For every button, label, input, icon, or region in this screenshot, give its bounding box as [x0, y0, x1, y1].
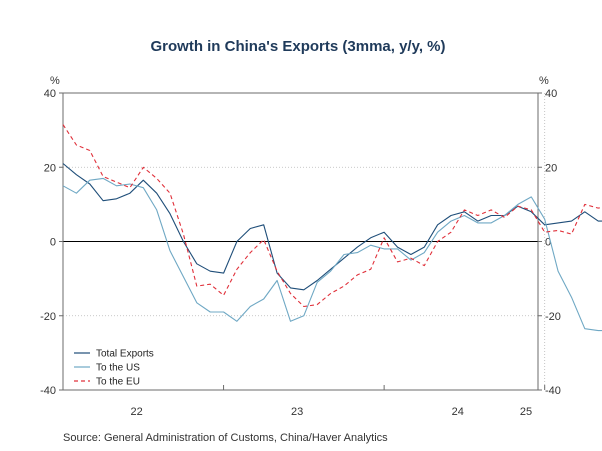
x-tick-label-23: 23 — [291, 406, 303, 418]
axis-layer: -40 -40 -20 -20 0 0 20 20 40 40 22 23 24 25 — [40, 88, 561, 418]
right-axis-unit: % — [539, 75, 549, 87]
series-line-to-the-eu — [62, 124, 602, 308]
series-line-to-the-us — [62, 177, 602, 332]
legend-label-total-exports: Total Exports — [96, 349, 154, 360]
right-tick-label-1: -20 — [545, 311, 561, 323]
series-layer — [62, 124, 602, 332]
legend-label-to-the-eu: To the EU — [96, 377, 140, 388]
right-tick-label-0: -40 — [545, 385, 561, 397]
x-tick-label-24: 24 — [452, 406, 464, 418]
right-tick-label-2: 0 — [545, 237, 551, 249]
left-tick-label-2: 0 — [50, 237, 56, 249]
x-tick-label-25: 25 — [520, 406, 532, 418]
left-tick-label-3: 20 — [44, 162, 56, 174]
right-tick-label-4: 40 — [545, 88, 557, 100]
series-line-total-exports — [62, 163, 602, 291]
chart-title: Growth in China's Exports (3mma, y/y, %) — [150, 38, 445, 55]
left-axis-unit: % — [50, 75, 60, 87]
grid-layer — [63, 93, 546, 390]
left-tick-label-0: -40 — [40, 385, 56, 397]
left-tick-label-1: -20 — [40, 311, 56, 323]
left-tick-label-4: 40 — [44, 88, 56, 100]
legend-label-to-the-us: To the US — [96, 363, 140, 374]
legend: Total Exports To the US To the EU — [74, 349, 154, 388]
x-tick-label-22: 22 — [130, 406, 142, 418]
source-note: Source: General Administration of Custom… — [63, 432, 388, 444]
right-tick-label-3: 20 — [545, 162, 557, 174]
